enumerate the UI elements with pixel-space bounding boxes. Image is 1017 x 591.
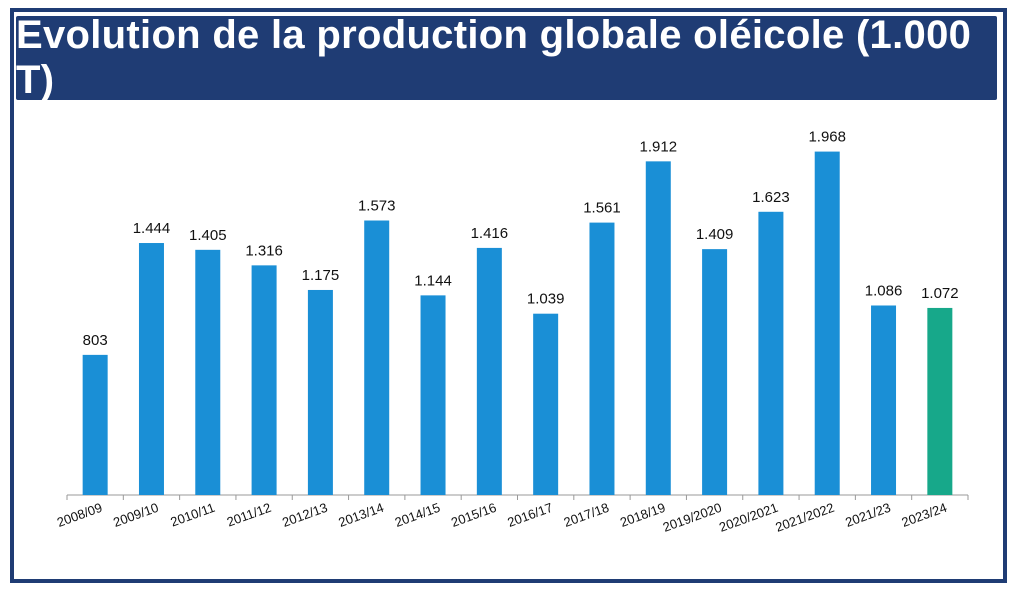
x-tick-label: 2021/23 bbox=[843, 500, 892, 530]
x-tick-label: 2014/15 bbox=[393, 500, 442, 530]
x-tick-label: 2023/24 bbox=[900, 500, 949, 530]
bar-2016-17 bbox=[533, 313, 559, 495]
x-tick-label: 2008/09 bbox=[55, 500, 104, 530]
value-label: 1.912 bbox=[640, 138, 678, 155]
bar-2012-13 bbox=[307, 289, 333, 495]
bar-2015-16 bbox=[476, 247, 502, 495]
bar-2010-11 bbox=[195, 249, 221, 495]
value-label: 1.405 bbox=[189, 227, 227, 244]
x-tick-label: 2020/2021 bbox=[717, 500, 780, 535]
x-tick-label: 2016/17 bbox=[505, 500, 554, 530]
x-tick-label: 2012/13 bbox=[280, 500, 329, 530]
bar-2023-24 bbox=[927, 307, 953, 495]
bar-2020-2021 bbox=[758, 211, 784, 495]
x-tick-label: 2010/11 bbox=[168, 500, 216, 530]
x-tick-label: 2017/18 bbox=[562, 500, 611, 530]
value-label: 1.144 bbox=[414, 272, 452, 289]
bar-2021-23 bbox=[871, 305, 897, 495]
value-label: 1.409 bbox=[696, 226, 734, 243]
value-label: 1.039 bbox=[527, 291, 565, 308]
x-tick-label: 2018/19 bbox=[618, 500, 667, 530]
title-bar: Evolution de la production globale oléic… bbox=[16, 13, 997, 102]
bar-2018-19 bbox=[645, 161, 671, 495]
x-tick-label: 2021/2022 bbox=[773, 500, 836, 535]
value-label: 1.416 bbox=[471, 225, 509, 242]
x-tick-label: 2009/10 bbox=[111, 500, 160, 530]
x-tick-label: 2011/12 bbox=[225, 500, 273, 530]
value-label: 1.623 bbox=[752, 189, 790, 206]
bar-2013-14 bbox=[364, 220, 390, 495]
value-label: 1.175 bbox=[302, 267, 340, 284]
value-label: 803 bbox=[83, 332, 108, 349]
value-label: 1.086 bbox=[865, 282, 903, 299]
x-tick-label: 2019/2020 bbox=[661, 500, 724, 535]
chart-title: Evolution de la production globale oléic… bbox=[16, 13, 972, 102]
value-label: 1.316 bbox=[245, 242, 283, 259]
value-label: 1.573 bbox=[358, 198, 396, 215]
bar-2008-09 bbox=[82, 354, 108, 495]
bar-2014-15 bbox=[420, 295, 446, 495]
bar-2021-2022 bbox=[814, 151, 840, 496]
chart-frame bbox=[10, 8, 1007, 583]
bar-2011-12 bbox=[251, 265, 277, 495]
x-tick-label: 2015/16 bbox=[449, 500, 498, 530]
bar-2009-10 bbox=[138, 243, 164, 495]
x-tick-label: 2013/14 bbox=[336, 500, 385, 530]
value-label: 1.072 bbox=[921, 285, 959, 302]
bar-2019-2020 bbox=[702, 249, 728, 495]
value-label: 1.968 bbox=[808, 129, 846, 146]
value-label: 1.444 bbox=[133, 220, 171, 237]
bar-2017-18 bbox=[589, 222, 615, 495]
value-label: 1.561 bbox=[583, 200, 621, 217]
